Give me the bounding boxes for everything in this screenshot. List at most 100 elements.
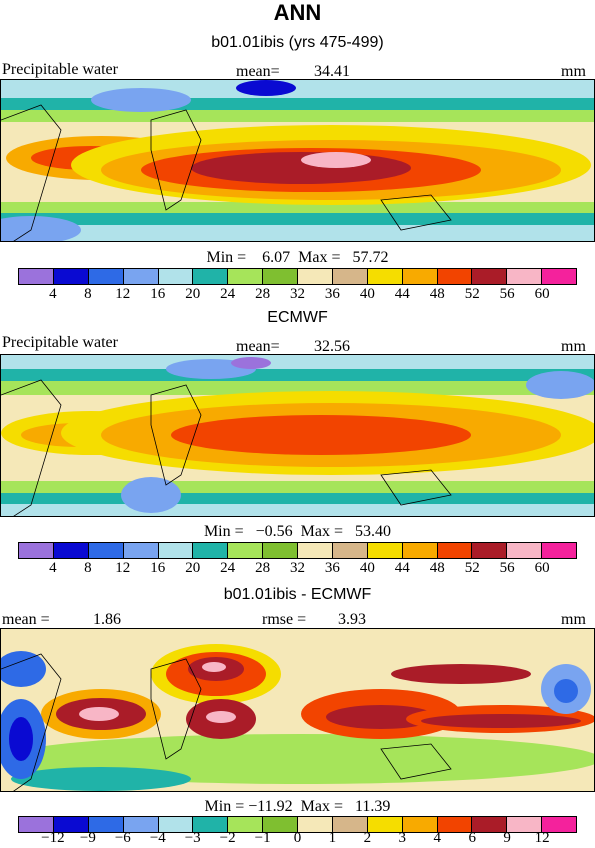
- tick-label: 36: [324, 286, 340, 302]
- panel-3-units: mm: [561, 611, 586, 628]
- tick-label: −1: [254, 830, 271, 846]
- panel-1-units: mm: [561, 63, 586, 80]
- colorbar-swatch: [472, 269, 508, 284]
- colorbar-swatch: [123, 543, 159, 558]
- panel-3-mean-label: mean =: [2, 611, 50, 628]
- panel-2-minmax: Min = −0.56 Max = 53.40: [203, 523, 392, 540]
- panel-3-rmse-value: 3.93: [338, 611, 366, 628]
- tick-label: 24: [220, 560, 236, 576]
- tick-label: 40: [359, 286, 375, 302]
- tick-label: 36: [324, 560, 340, 576]
- colorbar-swatch: [19, 269, 54, 284]
- colorbar-swatch: [437, 543, 473, 558]
- colorbar-swatch: [193, 543, 229, 558]
- colorbar-swatch: [193, 817, 229, 832]
- panel-2-title: ECMWF: [267, 309, 328, 326]
- tick-label: 40: [359, 560, 375, 576]
- colorbar-swatch: [263, 543, 298, 558]
- colorbar-swatch: [228, 543, 264, 558]
- colorbar-swatch: [19, 817, 54, 832]
- tick-label: 1: [328, 830, 337, 846]
- tick-label: 3: [398, 830, 407, 846]
- colorbar-swatch: [367, 543, 403, 558]
- panel-2-units: mm: [561, 338, 586, 355]
- tick-label: 16: [150, 286, 166, 302]
- colorbar-swatch: [158, 269, 194, 284]
- colorbar-swatch: [88, 269, 124, 284]
- colorbar-swatch: [19, 543, 54, 558]
- tick-label: 9: [503, 830, 511, 846]
- tick-label: 16: [150, 560, 166, 576]
- tick-label: 12: [115, 286, 131, 302]
- colorbar-swatch: [332, 817, 368, 832]
- panel-1-mean-label: mean=: [236, 63, 280, 80]
- tick-label: 12: [534, 830, 550, 846]
- panel-3-colorbar: [18, 816, 577, 833]
- season-title: ANN: [273, 0, 322, 25]
- colorbar-swatch: [53, 817, 89, 832]
- tick-label: 4: [433, 830, 442, 846]
- tick-label: 24: [220, 286, 236, 302]
- colorbar-swatch: [332, 269, 368, 284]
- colorbar-swatch: [53, 543, 89, 558]
- colorbar-swatch: [123, 817, 159, 832]
- tick-label: 4: [49, 560, 57, 576]
- tick-label: 28: [255, 560, 271, 576]
- colorbar-swatch: [228, 817, 264, 832]
- tick-label: −6: [114, 830, 131, 846]
- colorbar-swatch: [158, 817, 194, 832]
- tick-label: 12: [115, 560, 131, 576]
- tick-label: 20: [185, 286, 201, 302]
- panel-1-ticks: 4 8 12 16 20 24 28 32 36 40 44 48 52 56 …: [18, 286, 577, 304]
- tick-label: 32: [290, 286, 305, 302]
- tick-label: 52: [464, 286, 480, 302]
- tick-label: −4: [149, 830, 166, 846]
- tick-label: 20: [185, 560, 201, 576]
- colorbar-swatch: [542, 269, 576, 284]
- tick-label: 28: [255, 286, 271, 302]
- panel-2-map: [0, 354, 595, 517]
- panel-3-map: [0, 628, 595, 792]
- tick-label: 52: [464, 560, 480, 576]
- tick-label: 0: [293, 830, 302, 846]
- panel-1-mean-value: 34.41: [314, 63, 350, 80]
- colorbar-swatch: [298, 543, 333, 558]
- panel-2-ticks: 4 8 12 16 20 24 28 32 36 40 44 48 52 56 …: [18, 560, 577, 578]
- panel-1-field-label: Precipitable water: [2, 61, 118, 78]
- colorbar-swatch: [158, 543, 194, 558]
- colorbar-swatch: [402, 269, 438, 284]
- tick-label: 56: [499, 286, 515, 302]
- tick-label: 60: [534, 560, 550, 576]
- colorbar-swatch: [437, 817, 473, 832]
- colorbar-swatch: [263, 817, 298, 832]
- colorbar-swatch: [402, 817, 438, 832]
- tick-label: 32: [290, 560, 305, 576]
- tick-label: 6: [468, 830, 476, 846]
- colorbar-swatch: [332, 543, 368, 558]
- colorbar-swatch: [402, 543, 438, 558]
- panel-1-map: [0, 79, 595, 242]
- colorbar-swatch: [193, 269, 229, 284]
- panel-2-mean-value: 32.56: [314, 338, 350, 355]
- panel-2-field-label: Precipitable water: [2, 334, 118, 351]
- panel-3-title: b01.01ibis - ECMWF: [223, 586, 372, 603]
- panel-3-mean-value: 1.86: [93, 611, 121, 628]
- panel-3-rmse-label: rmse =: [262, 611, 307, 628]
- tick-label: 8: [84, 286, 92, 302]
- tick-label: 48: [429, 560, 445, 576]
- panel-2-mean-label: mean=: [236, 338, 280, 355]
- colorbar-swatch: [507, 269, 543, 284]
- tick-label: 4: [49, 286, 57, 302]
- panel-1-colorbar: [18, 268, 577, 285]
- tick-label: −12: [41, 830, 65, 846]
- colorbar-swatch: [472, 817, 508, 832]
- tick-label: 2: [363, 830, 372, 846]
- tick-label: 44: [394, 286, 410, 302]
- colorbar-swatch: [507, 543, 543, 558]
- colorbar-swatch: [263, 269, 298, 284]
- colorbar-swatch: [298, 269, 333, 284]
- tick-label: 60: [534, 286, 550, 302]
- panel-2-colorbar: [18, 542, 577, 559]
- colorbar-swatch: [542, 543, 576, 558]
- colorbar-swatch: [88, 543, 124, 558]
